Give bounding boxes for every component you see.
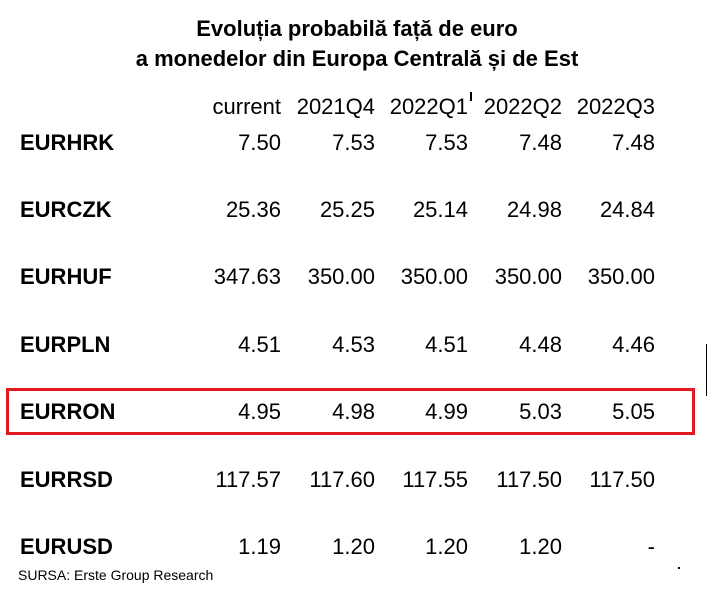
table-row: EURCZK 25.36 25.25 25.14 24.98 24.84 (0, 193, 714, 227)
column-header-2021q4: 2021Q4 (296, 94, 375, 119)
value-2022q3: 7.48 (612, 130, 655, 155)
value-2021q4: 4.53 (332, 332, 375, 357)
value-2021q4: 4.98 (332, 399, 375, 424)
value-2022q2: 4.48 (519, 332, 562, 357)
source-note: SURSA: Erste Group Research (18, 567, 214, 583)
value-2021q4: 117.60 (309, 467, 375, 492)
table-row: EURHUF 347.63 350.00 350.00 350.00 350.0… (0, 260, 714, 294)
table-row: EURRON 4.95 4.98 4.99 5.03 5.05 (0, 395, 714, 429)
value-2022q3: 5.05 (612, 399, 655, 424)
value-current: 1.19 (238, 534, 281, 559)
currency-pair-code: EURHUF (20, 264, 112, 289)
currency-pair-code: EURCZK (20, 197, 112, 222)
highlight-box (6, 388, 695, 435)
value-2022q2: 117.50 (496, 467, 562, 492)
column-header-2022q3: 2022Q3 (576, 94, 655, 119)
value-2022q2: 24.98 (506, 197, 562, 222)
column-header-current: current (212, 94, 281, 119)
value-current: 4.95 (238, 399, 281, 424)
value-2022q3: 24.84 (599, 197, 655, 222)
table-row: EURUSD 1.19 1.20 1.20 1.20 - (0, 530, 714, 564)
value-current: 347.63 (213, 264, 281, 289)
column-header-2022q2: 2022Q2 (483, 94, 562, 119)
value-current: 25.36 (225, 197, 281, 222)
value-2021q4: 350.00 (307, 264, 375, 289)
currency-pair-code: EURRON (20, 399, 116, 424)
stray-mark (706, 344, 707, 396)
value-2022q1: 25.14 (412, 197, 468, 222)
value-2021q4: 7.53 (332, 130, 375, 155)
value-2022q3: 4.46 (612, 332, 655, 357)
table-row: EURRSD 117.57 117.60 117.55 117.50 117.5… (0, 463, 714, 497)
value-2022q2: 1.20 (519, 534, 562, 559)
currency-pair-code: EURPLN (20, 332, 111, 357)
value-2021q4: 25.25 (319, 197, 375, 222)
value-2022q1: 4.51 (425, 332, 468, 357)
value-2022q1: 1.20 (425, 534, 468, 559)
value-current: 117.57 (215, 467, 281, 492)
currency-pair-code: EURUSD (20, 534, 113, 559)
currency-pair-code: EURHRK (20, 130, 115, 155)
stray-mark (678, 567, 680, 569)
stray-mark (470, 92, 472, 101)
value-2022q1: 7.53 (425, 130, 468, 155)
value-2022q2: 350.00 (494, 264, 562, 289)
table-row: EURHRK 7.50 7.53 7.53 7.48 7.48 (0, 126, 714, 160)
value-2022q1: 117.55 (402, 467, 468, 492)
value-2021q4: 1.20 (332, 534, 375, 559)
value-2022q3: - (647, 534, 655, 559)
currency-pair-code: EURRSD (20, 467, 113, 492)
value-2022q2: 7.48 (519, 130, 562, 155)
value-2022q3: 117.50 (589, 467, 655, 492)
value-current: 4.51 (238, 332, 281, 357)
value-2022q3: 350.00 (587, 264, 655, 289)
value-2022q2: 5.03 (519, 399, 562, 424)
column-header-2022q1: 2022Q1 (389, 94, 468, 119)
table-title-line-1: Evoluția probabilă față de euro (196, 16, 518, 41)
table-title-line-2: a monedelor din Europa Centrală și de Es… (135, 46, 579, 71)
table-row: EURPLN 4.51 4.53 4.51 4.48 4.46 (0, 328, 714, 362)
value-2022q1: 350.00 (400, 264, 468, 289)
value-current: 7.50 (238, 130, 281, 155)
value-2022q1: 4.99 (425, 399, 468, 424)
